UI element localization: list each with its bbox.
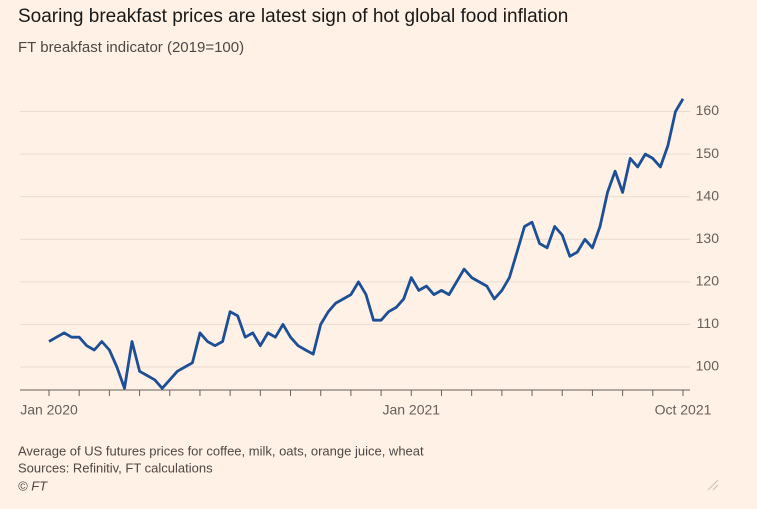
y-tick-label: 120 [696, 273, 720, 289]
y-tick-label: 140 [696, 187, 720, 203]
y-tick-label: 150 [696, 145, 720, 161]
y-tick-label: 160 [696, 102, 720, 118]
x-tick-label: Jan 2021 [382, 402, 440, 418]
credit: © FT [18, 478, 48, 493]
source: Sources: Refinitiv, FT calculations [18, 460, 213, 475]
resize-handle [707, 479, 719, 491]
line-series [48, 98, 685, 390]
x-tick-label: Oct 2021 [655, 402, 712, 418]
y-tick-label: 130 [696, 230, 720, 246]
note: Average of US futures prices for coffee,… [18, 443, 424, 458]
y-tick-label: 110 [697, 315, 720, 331]
chart-title: Soaring breakfast prices are latest sign… [18, 6, 568, 27]
y-tick-label: 100 [696, 358, 720, 374]
chart-subtitle: FT breakfast indicator (2019=100) [18, 39, 244, 56]
x-tick-label: Jan 2020 [20, 402, 78, 418]
